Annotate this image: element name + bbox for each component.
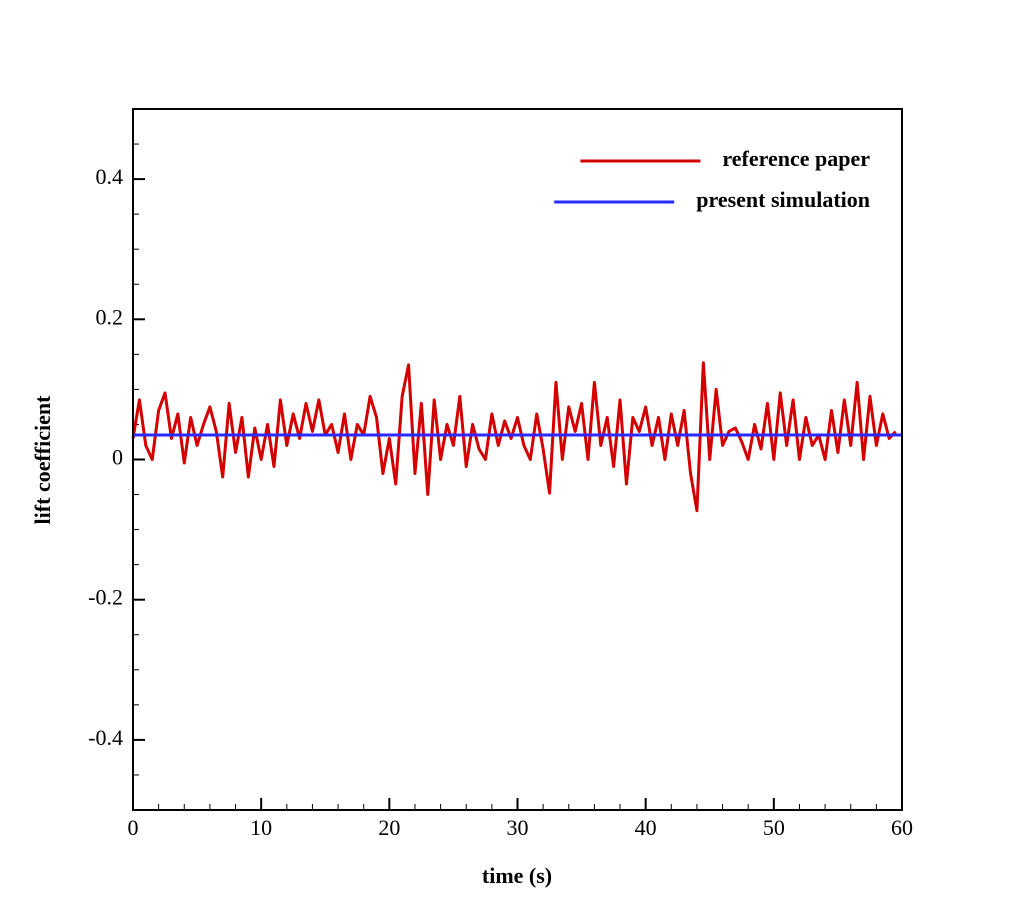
y-tick-label: 0 — [112, 445, 123, 470]
x-tick-label: 40 — [635, 815, 657, 840]
y-tick-label: -0.2 — [88, 585, 123, 610]
plot-frame — [132, 108, 903, 811]
x-axis-label: time (s) — [482, 863, 552, 888]
y-axis-label: lift coefficient — [30, 395, 55, 525]
y-tick-label: 0.4 — [96, 164, 124, 189]
x-tick-label: 10 — [250, 815, 272, 840]
data-line — [131, 361, 897, 513]
legend-label: present simulation — [696, 187, 870, 212]
legend-label: reference paper — [722, 146, 870, 171]
x-tick-label: 50 — [763, 815, 785, 840]
x-tick-label: 20 — [378, 815, 400, 840]
x-tick-label: 30 — [507, 815, 529, 840]
y-tick-label: 0.2 — [96, 304, 124, 329]
x-tick-label: 60 — [891, 815, 913, 840]
x-tick-label: 0 — [128, 815, 139, 840]
y-tick-label: -0.4 — [88, 725, 123, 750]
